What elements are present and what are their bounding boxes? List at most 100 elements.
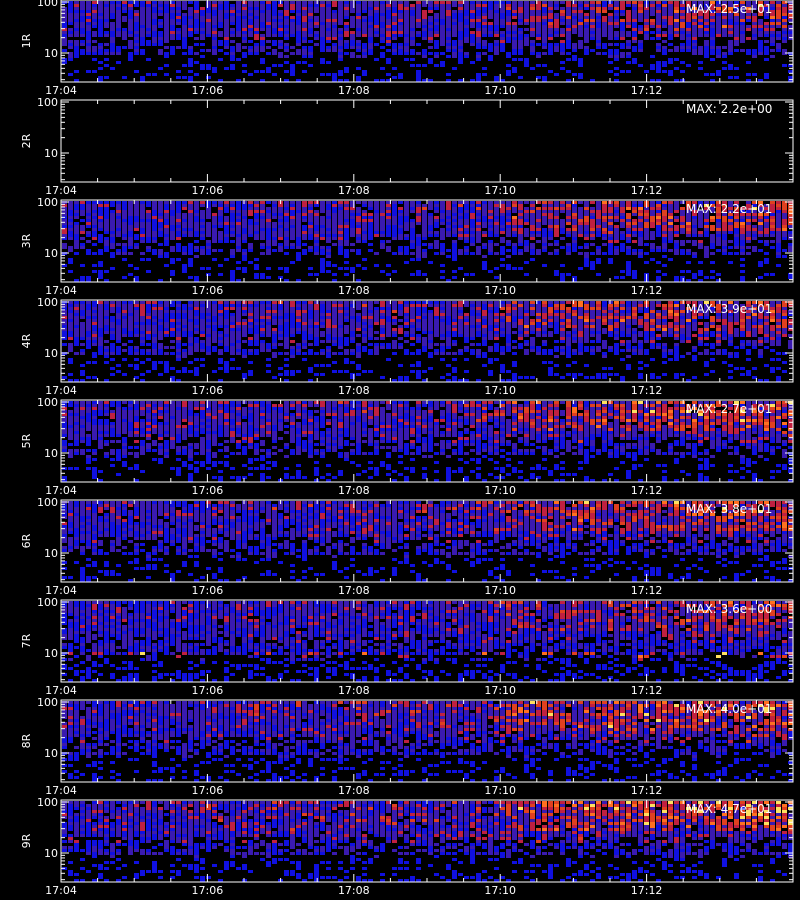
heatmap-cell bbox=[200, 267, 205, 270]
heatmap-cell bbox=[272, 19, 277, 22]
heatmap-cell bbox=[506, 228, 511, 231]
heatmap-cell bbox=[542, 43, 547, 46]
heatmap-cell bbox=[284, 234, 289, 237]
heatmap-cell bbox=[188, 310, 193, 313]
heatmap-cell bbox=[788, 213, 793, 216]
heatmap-cell bbox=[158, 34, 163, 37]
heatmap-cell bbox=[644, 31, 649, 34]
heatmap-cell bbox=[656, 207, 661, 210]
heatmap-cell bbox=[284, 4, 289, 7]
heatmap-cell bbox=[434, 219, 439, 222]
heatmap-cell bbox=[440, 201, 445, 204]
heatmap-cell bbox=[152, 361, 157, 364]
heatmap-cell bbox=[620, 31, 625, 34]
heatmap-cell bbox=[584, 228, 589, 231]
heatmap-cell bbox=[392, 225, 397, 228]
heatmap-cell bbox=[578, 10, 583, 13]
heatmap-cell bbox=[416, 10, 421, 13]
heatmap-cell bbox=[230, 13, 235, 16]
heatmap-cell bbox=[212, 13, 217, 16]
heatmap-cell bbox=[722, 201, 727, 204]
heatmap-cell bbox=[530, 43, 535, 46]
heatmap-cell bbox=[434, 201, 439, 204]
heatmap-cell bbox=[212, 19, 217, 22]
heatmap-cell bbox=[692, 225, 697, 228]
heatmap-cell bbox=[368, 234, 373, 237]
heatmap-cell bbox=[482, 231, 487, 234]
heatmap-cell bbox=[176, 4, 181, 7]
heatmap-cell bbox=[572, 207, 577, 210]
heatmap-cell bbox=[140, 43, 145, 46]
heatmap-cell bbox=[554, 28, 559, 31]
heatmap-cell bbox=[104, 7, 109, 10]
heatmap-cell bbox=[362, 231, 367, 234]
heatmap-cell bbox=[230, 28, 235, 31]
heatmap-cell bbox=[68, 216, 73, 219]
heatmap-cell bbox=[260, 219, 265, 222]
heatmap-cell bbox=[650, 204, 655, 207]
heatmap-cell bbox=[464, 31, 469, 34]
heatmap-cell bbox=[194, 373, 199, 376]
heatmap-cell bbox=[188, 225, 193, 228]
heatmap-cell bbox=[98, 201, 103, 204]
heatmap-cell bbox=[194, 61, 199, 64]
heatmap-cell bbox=[482, 216, 487, 219]
heatmap-cell bbox=[500, 258, 505, 261]
heatmap-cell bbox=[500, 13, 505, 16]
heatmap-cell bbox=[512, 252, 517, 255]
heatmap-cell bbox=[566, 228, 571, 231]
heatmap-cell bbox=[248, 210, 253, 213]
heatmap-cell bbox=[188, 25, 193, 28]
heatmap-cell bbox=[494, 40, 499, 43]
heatmap-cell bbox=[704, 4, 709, 7]
heatmap-cell bbox=[638, 64, 643, 67]
heatmap-cell bbox=[692, 219, 697, 222]
heatmap-cell bbox=[788, 249, 793, 252]
heatmap-cell bbox=[308, 13, 313, 16]
heatmap-cell bbox=[338, 28, 343, 31]
heatmap-cell bbox=[296, 22, 301, 25]
heatmap-cell bbox=[548, 204, 553, 207]
heatmap-cell bbox=[422, 273, 427, 276]
heatmap-cell bbox=[206, 310, 211, 313]
heatmap-cell bbox=[290, 64, 295, 67]
heatmap-cell bbox=[716, 28, 721, 31]
heatmap-cell bbox=[350, 7, 355, 10]
heatmap-cell bbox=[134, 304, 139, 307]
heatmap-cell bbox=[428, 207, 433, 210]
heatmap-cell bbox=[482, 16, 487, 19]
heatmap-cell bbox=[722, 228, 727, 231]
heatmap-cell bbox=[86, 201, 91, 204]
heatmap-cell bbox=[302, 225, 307, 228]
heatmap-cell bbox=[272, 4, 277, 7]
heatmap-cell bbox=[230, 204, 235, 207]
heatmap-cell bbox=[410, 222, 415, 225]
heatmap-cell bbox=[734, 243, 739, 246]
heatmap-cell bbox=[212, 16, 217, 19]
heatmap-cell bbox=[692, 216, 697, 219]
heatmap-cell bbox=[656, 19, 661, 22]
heatmap-cell bbox=[668, 31, 673, 34]
heatmap-cell bbox=[74, 337, 79, 340]
heatmap-cell bbox=[740, 219, 745, 222]
heatmap-cell bbox=[656, 61, 661, 64]
heatmap-cell bbox=[572, 43, 577, 46]
heatmap-cell bbox=[194, 204, 199, 207]
heatmap-cell bbox=[410, 231, 415, 234]
heatmap-cell bbox=[98, 340, 103, 343]
heatmap-cell bbox=[248, 46, 253, 49]
heatmap-cell bbox=[260, 237, 265, 240]
heatmap-cell bbox=[110, 201, 115, 204]
heatmap-cell bbox=[284, 49, 289, 52]
heatmap-cell bbox=[698, 231, 703, 234]
heatmap-cell bbox=[440, 43, 445, 46]
heatmap-cell bbox=[644, 207, 649, 210]
heatmap-cell bbox=[566, 31, 571, 34]
heatmap-cell bbox=[710, 73, 715, 76]
heatmap-cell bbox=[236, 4, 241, 7]
heatmap-cell bbox=[86, 346, 91, 349]
heatmap-cell bbox=[740, 249, 745, 252]
heatmap-cell bbox=[452, 19, 457, 22]
heatmap-cell bbox=[530, 210, 535, 213]
heatmap-cell bbox=[536, 252, 541, 255]
